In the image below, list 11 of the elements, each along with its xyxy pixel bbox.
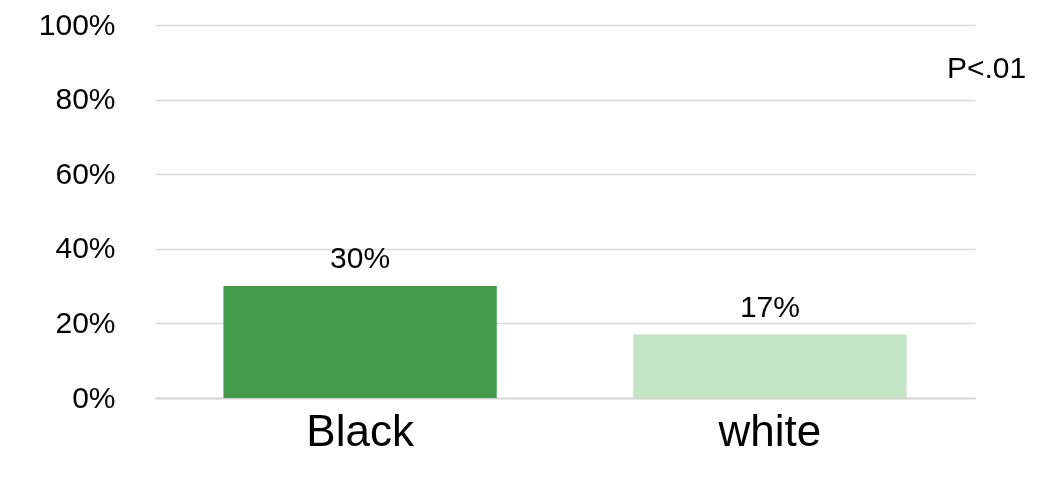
y-tick-label: 60% — [55, 156, 116, 190]
y-tick-label: 20% — [55, 305, 116, 339]
y-tick-label: 80% — [55, 82, 116, 116]
y-tick-label: 100% — [38, 7, 116, 41]
x-tick-label: Black — [306, 405, 415, 455]
y-tick-label: 0% — [72, 380, 116, 414]
data-label: 17% — [739, 289, 800, 323]
data-label: 30% — [330, 241, 391, 275]
x-tick-label: white — [717, 405, 822, 455]
y-tick-label: 40% — [55, 231, 116, 265]
annotation: P<.01 — [947, 51, 1027, 84]
